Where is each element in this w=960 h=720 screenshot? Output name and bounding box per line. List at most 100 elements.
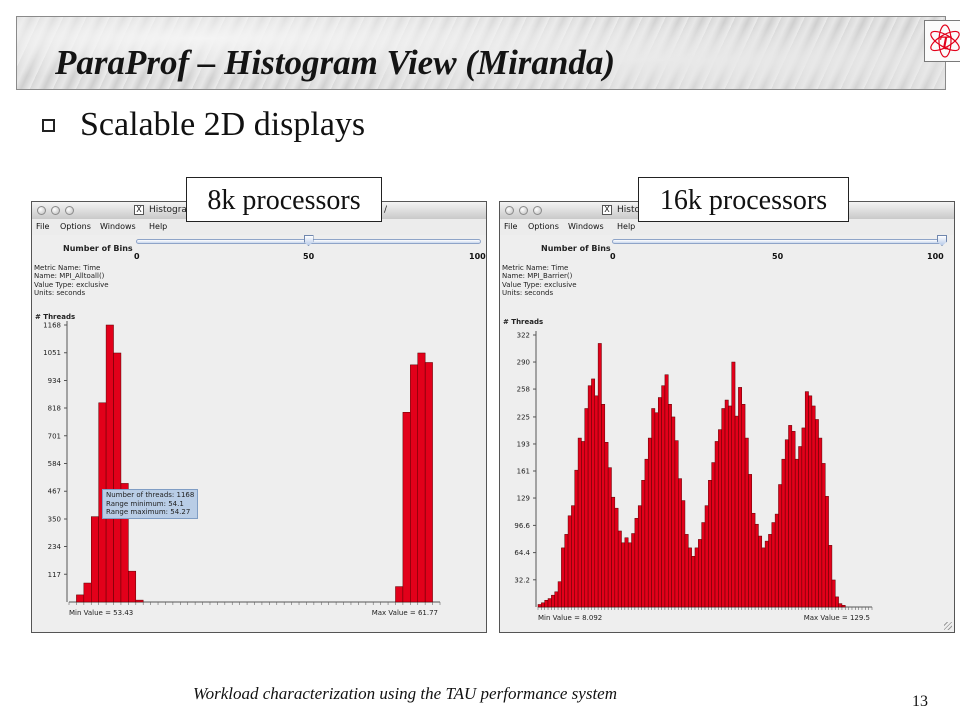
histogram-bar[interactable] (424, 362, 433, 603)
histogram-bar[interactable] (704, 505, 709, 608)
histogram-bar[interactable] (607, 467, 612, 608)
histogram-bar[interactable] (577, 437, 582, 608)
histogram-bar[interactable] (537, 604, 542, 608)
histogram-bar[interactable] (778, 484, 783, 608)
histogram-bar[interactable] (731, 361, 736, 608)
histogram-bar[interactable] (597, 343, 602, 608)
histogram-bar[interactable] (818, 437, 823, 608)
histogram-bar[interactable] (758, 535, 763, 608)
histogram-window-16k[interactable]: X Histo File Options Windows Help Number… (499, 201, 955, 633)
histogram-bar[interactable] (410, 364, 418, 603)
histogram-bar[interactable] (671, 416, 676, 608)
histogram-bar[interactable] (835, 596, 839, 608)
histogram-bar[interactable] (824, 496, 829, 608)
histogram-bar[interactable] (83, 582, 92, 603)
histogram-bar[interactable] (91, 516, 99, 603)
minimize-icon[interactable] (519, 206, 528, 215)
histogram-bar[interactable] (601, 404, 606, 608)
histogram-bar[interactable] (718, 429, 722, 608)
menu-help[interactable]: Help (617, 222, 636, 231)
histogram-bar[interactable] (711, 462, 716, 608)
histogram-bar[interactable] (120, 483, 129, 603)
histogram-bar[interactable] (561, 547, 565, 608)
histogram-bar[interactable] (135, 599, 144, 603)
histogram-bar[interactable] (784, 439, 789, 608)
close-icon[interactable] (505, 206, 514, 215)
histogram-bar[interactable] (567, 515, 572, 608)
histogram-bar[interactable] (591, 378, 596, 608)
histogram-bar[interactable] (674, 440, 679, 608)
histogram-bar[interactable] (417, 352, 426, 603)
histogram-bar[interactable] (698, 539, 702, 608)
histogram-bar[interactable] (791, 431, 796, 608)
histogram-bar[interactable] (724, 399, 729, 608)
histogram-bar[interactable] (721, 408, 726, 608)
histogram-bar[interactable] (748, 474, 753, 608)
histogram-bar[interactable] (771, 522, 776, 608)
histogram-bar[interactable] (701, 522, 706, 608)
histogram-bar[interactable] (801, 427, 806, 608)
histogram-bar[interactable] (402, 412, 411, 603)
histogram-plot-16k[interactable]: 32.2 64.4 96.6 129 161 193 225 258 290 322 Min Val… (500, 202, 955, 633)
histogram-plot-8k[interactable]: 117 234 350 467 584 701 818 934 1051 1168 Min Valu… (32, 202, 487, 633)
histogram-bar[interactable] (744, 437, 749, 608)
histogram-bar[interactable] (547, 598, 552, 608)
histogram-bar[interactable] (551, 594, 555, 608)
histogram-bar[interactable] (557, 581, 562, 608)
histogram-window-8k[interactable]: X Histogra / File Options Windows Help N… (31, 201, 487, 633)
histogram-bar[interactable] (828, 545, 833, 608)
histogram-bar[interactable] (564, 534, 569, 608)
histogram-bar[interactable] (113, 352, 122, 603)
histogram-bar[interactable] (821, 463, 826, 608)
menu-windows[interactable]: Windows (100, 222, 136, 231)
histogram-bar[interactable] (751, 512, 756, 608)
histogram-bar[interactable] (594, 395, 599, 608)
histogram-bar[interactable] (574, 469, 579, 608)
histogram-bar[interactable] (604, 442, 609, 608)
histogram-bar[interactable] (694, 547, 699, 608)
menu-windows[interactable]: Windows (568, 222, 604, 231)
histogram-bar[interactable] (611, 496, 616, 608)
histogram-bar[interactable] (654, 412, 659, 608)
histogram-bar[interactable] (781, 458, 786, 608)
zoom-icon[interactable] (533, 206, 542, 215)
histogram-bar[interactable] (808, 395, 813, 608)
menu-file[interactable]: File (504, 222, 518, 231)
histogram-bar[interactable] (657, 397, 662, 608)
histogram-bar[interactable] (688, 547, 692, 608)
histogram-bar[interactable] (798, 446, 803, 608)
histogram-bar[interactable] (641, 480, 646, 608)
histogram-bar[interactable] (627, 542, 632, 608)
histogram-bar[interactable] (804, 391, 809, 608)
zoom-icon[interactable] (65, 206, 74, 215)
histogram-bar[interactable] (714, 441, 719, 608)
histogram-bar[interactable] (794, 458, 799, 608)
histogram-bar[interactable] (571, 505, 575, 608)
histogram-bar[interactable] (841, 605, 846, 608)
histogram-bar[interactable] (681, 500, 686, 608)
histogram-bar[interactable] (587, 385, 592, 608)
histogram-bar[interactable] (734, 415, 739, 608)
histogram-bar[interactable] (764, 540, 769, 608)
histogram-bar[interactable] (814, 419, 819, 608)
histogram-bar[interactable] (788, 425, 793, 608)
histogram-bar[interactable] (76, 594, 85, 603)
histogram-bar[interactable] (544, 599, 549, 608)
histogram-bar[interactable] (554, 591, 559, 608)
menu-file[interactable]: File (36, 222, 50, 231)
histogram-bar[interactable] (631, 533, 636, 608)
histogram-bar[interactable] (691, 556, 696, 608)
histogram-bar[interactable] (838, 603, 843, 608)
close-icon[interactable] (37, 206, 46, 215)
histogram-bar[interactable] (395, 586, 404, 603)
histogram-bar[interactable] (664, 374, 669, 608)
histogram-bar[interactable] (768, 534, 773, 608)
histogram-bar[interactable] (668, 404, 672, 608)
bins-slider-thumb[interactable] (303, 235, 314, 246)
histogram-bar[interactable] (754, 523, 759, 608)
menu-options[interactable]: Options (60, 222, 91, 231)
histogram-bar[interactable] (741, 404, 746, 608)
histogram-bar[interactable] (708, 480, 712, 608)
histogram-bar[interactable] (678, 478, 682, 608)
histogram-bar[interactable] (105, 324, 114, 603)
